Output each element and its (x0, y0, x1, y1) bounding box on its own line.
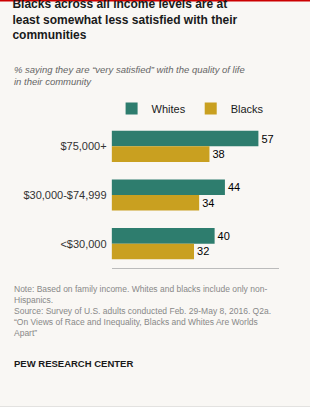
svg-text:32: 32 (197, 245, 209, 257)
svg-text:Whites: Whites (152, 103, 186, 115)
svg-text:Note: Based on family income.: Note: Based on family income. Whites and… (14, 284, 271, 338)
svg-text:$30,000-$74,999: $30,000-$74,999 (23, 189, 106, 201)
svg-text:$75,000+: $75,000+ (60, 140, 106, 152)
svg-text:57: 57 (261, 133, 273, 145)
svg-text:Blacks: Blacks (231, 103, 264, 115)
svg-text:% saying they are “very satisf: % saying they are “very satisfied” with … (14, 64, 245, 87)
svg-text:40: 40 (218, 230, 230, 242)
svg-text:<$30,000: <$30,000 (60, 238, 106, 250)
svg-text:PEW RESEARCH CENTER: PEW RESEARCH CENTER (14, 358, 133, 369)
svg-text:Blacks across all income level: Blacks across all income levels are atle… (12, 0, 237, 42)
svg-text:44: 44 (228, 181, 240, 193)
svg-text:38: 38 (212, 148, 224, 160)
svg-text:34: 34 (202, 197, 214, 209)
